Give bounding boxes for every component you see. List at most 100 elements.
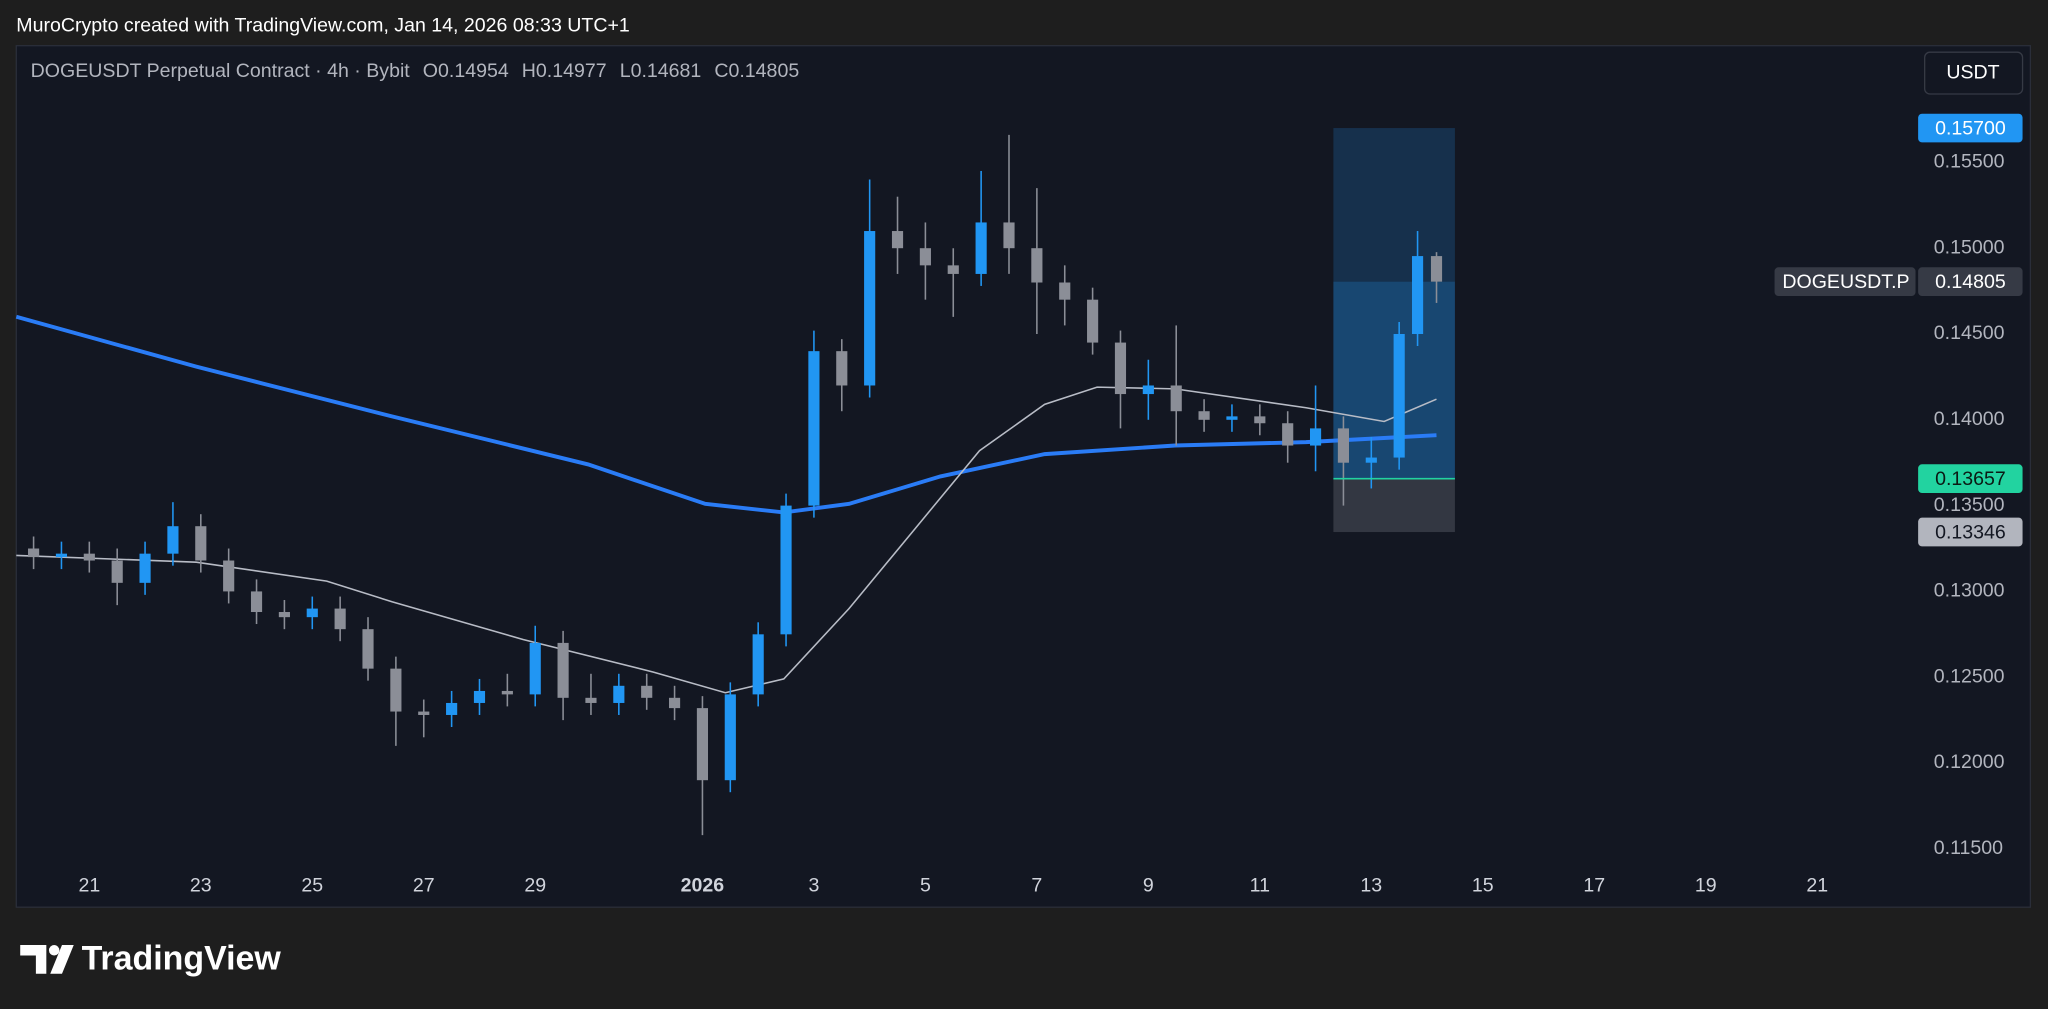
candle-body — [418, 711, 430, 715]
candle-body — [1411, 256, 1424, 334]
candle-body — [864, 231, 876, 386]
x-tick-label: 9 — [1143, 874, 1154, 896]
x-tick-label: 19 — [1695, 874, 1717, 896]
candle-body — [557, 642, 569, 698]
entry-badge-bg — [1918, 464, 2023, 494]
candle-body — [195, 526, 207, 561]
ohlc-value: 0.14977 — [536, 60, 607, 82]
candle-body — [613, 685, 625, 703]
x-tick-label: 29 — [524, 874, 546, 896]
stop-badge: 0.13346 — [1935, 522, 2006, 544]
candle-body — [473, 690, 486, 703]
y-tick-label: 0.14500 — [1934, 322, 2005, 344]
x-tick-label: 17 — [1583, 874, 1605, 896]
candle-body — [111, 560, 123, 583]
candle-body — [1059, 282, 1071, 300]
target-zone-upper — [1333, 128, 1455, 282]
candle-body — [1142, 385, 1154, 395]
current-price-badge: 0.14805 — [1935, 271, 2006, 293]
candle-body — [1337, 428, 1350, 463]
logo-dot — [48, 945, 60, 956]
candle-body — [55, 553, 68, 558]
candle-body — [223, 560, 235, 592]
candle-body — [1282, 423, 1294, 446]
moving-average — [16, 386, 1437, 694]
y-tick-label: 0.15500 — [1934, 151, 2005, 173]
x-tick-label: 15 — [1472, 874, 1494, 896]
ohlc-label: L — [620, 60, 631, 82]
symbol-badge: DOGEUSDT.P — [1782, 271, 1909, 293]
symbol: DOGEUSDT Perpetual Contract · 4h · Bybit — [31, 60, 411, 82]
candle-body — [836, 351, 848, 386]
candle-body — [306, 608, 318, 618]
candle-body — [975, 222, 987, 274]
candle-body — [390, 668, 402, 712]
candle-body — [167, 526, 179, 554]
candle-body — [696, 708, 709, 781]
candle-body — [1393, 333, 1405, 458]
candle-body — [752, 634, 764, 695]
candle-body — [446, 702, 458, 715]
candle-body — [278, 612, 290, 618]
candle-body — [83, 553, 95, 561]
y-tick-label: 0.12000 — [1934, 751, 2005, 773]
candle-body — [891, 231, 904, 249]
button-frame[interactable] — [1924, 51, 2024, 95]
candle-body — [28, 548, 40, 558]
tradingview-logo: TradingView — [20, 940, 281, 978]
x-tick-label: 5 — [920, 874, 931, 896]
candle-body — [1309, 428, 1322, 446]
candle-body — [808, 351, 820, 506]
ohlc-label: C — [714, 60, 728, 82]
candle-body — [1003, 222, 1015, 249]
x-tick-label: 3 — [808, 874, 819, 896]
candle-body — [1254, 416, 1266, 424]
target-badge-bg — [1918, 113, 2023, 143]
y-tick-label: 0.15000 — [1934, 236, 2005, 258]
candle-body — [139, 553, 151, 583]
logo-text: TradingView — [82, 940, 282, 978]
candle-body — [1170, 385, 1182, 412]
stop-zone — [1333, 478, 1455, 533]
y-tick-label: 0.12500 — [1934, 665, 2005, 687]
candle-body — [529, 642, 541, 695]
logo-icon — [20, 945, 74, 974]
y-tick-label: 0.11500 — [1934, 837, 2003, 859]
chart-legend: DOGEUSDT Perpetual Contract · 4h · Bybit… — [31, 60, 800, 82]
y-tick-label: 0.14000 — [1934, 408, 2005, 430]
ohlc-value: 0.14805 — [729, 60, 800, 82]
candle-body — [641, 685, 653, 698]
x-tick-label: 2026 — [681, 874, 725, 896]
candle-body — [947, 265, 959, 274]
plot: 0.15500 0.15000 0.14500 0.14000 0.13500 0.130… — [15, 113, 2023, 896]
candle-body — [1430, 256, 1443, 282]
moving-average — [15, 314, 1437, 515]
x-tick-label: 27 — [413, 874, 435, 896]
attribution: MuroCrypto created with TradingView.com,… — [16, 14, 629, 36]
candle-body — [668, 697, 681, 709]
x-tick-label: 13 — [1360, 874, 1382, 896]
x-tick-label: 11 — [1250, 874, 1270, 896]
candle-body — [1031, 248, 1043, 283]
chart-pane — [15, 45, 2032, 908]
ohlc-label: O — [423, 60, 438, 82]
ohlc-value: 0.14954 — [438, 60, 509, 82]
ohlc-value: 0.14681 — [631, 60, 702, 82]
x-tick-label: 21 — [1806, 874, 1828, 896]
x-tick-label: 23 — [190, 874, 212, 896]
button-label[interactable]: USDT — [1946, 61, 1999, 83]
y-tick-label: 0.13000 — [1934, 580, 2005, 602]
stop-badge-bg — [1918, 517, 2023, 547]
candle-body — [1114, 342, 1127, 395]
symbol-badge-bg — [1774, 267, 1916, 297]
candle-body — [724, 694, 736, 781]
target-badge: 0.15700 — [1935, 118, 2006, 140]
candle-body — [362, 629, 374, 669]
candle-body — [501, 690, 513, 695]
currency-button[interactable]: USDT — [1924, 51, 2024, 95]
candle-body — [1365, 457, 1377, 463]
candle-body — [1198, 411, 1210, 420]
current-price-badge-bg — [1918, 267, 2023, 297]
